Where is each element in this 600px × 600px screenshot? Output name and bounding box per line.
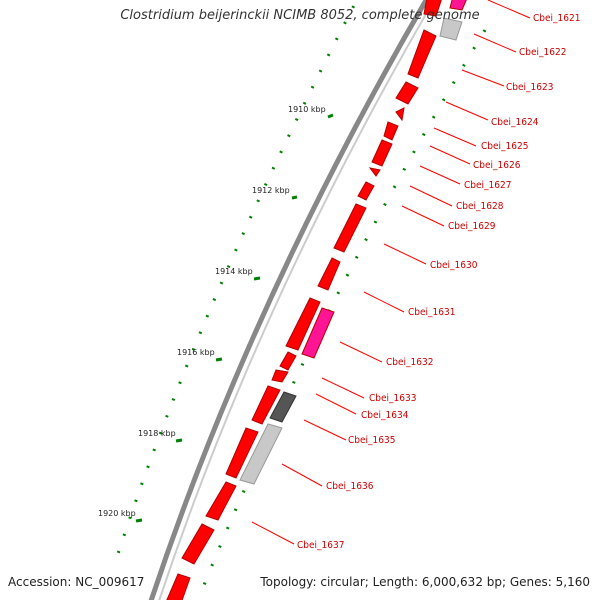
label-line (363, 291, 405, 313)
gene-feature[interactable] (371, 139, 393, 167)
map-title: Clostridium beijerinckii NCIMB 8052, com… (120, 8, 480, 23)
scale-label: 1910 kbp (288, 105, 326, 114)
gene-feature[interactable] (395, 107, 405, 122)
gene-label: Cbei_1626 (473, 160, 521, 171)
gene-label: Cbei_1633 (369, 393, 416, 404)
scale-ticks (135, 113, 334, 523)
gene-label: Cbei_1625 (481, 141, 528, 152)
scale-tick (215, 357, 223, 362)
gene-label-lines (251, 0, 531, 545)
gene-feature-rna[interactable] (449, 0, 468, 11)
label-line (401, 205, 445, 227)
gene-feature-pseudo[interactable] (439, 17, 463, 41)
label-line (321, 377, 365, 399)
gene-feature[interactable] (317, 257, 341, 291)
scale-label: 1912 kbp (252, 186, 290, 195)
gene-label: Cbei_1624 (491, 117, 539, 128)
genome-backbone (148, 0, 430, 600)
gene-feature[interactable] (423, 0, 442, 17)
gene-feature[interactable] (166, 573, 191, 600)
gene-label: Cbei_1621 (533, 13, 580, 24)
accession-text: Accession: NC_009617 (8, 575, 145, 589)
gene-label: Cbei_1631 (408, 307, 455, 318)
label-line (409, 185, 453, 207)
gene-label: Cbei_1635 (348, 435, 395, 446)
gene-label: Cbei_1627 (464, 180, 511, 191)
label-line (339, 341, 383, 363)
gene-feature[interactable] (271, 369, 289, 383)
label-line (433, 127, 477, 147)
scale-label: 1920 kbp (98, 509, 136, 518)
scale-tick (327, 113, 334, 119)
gene-label: Cbei_1628 (456, 201, 504, 212)
label-line (419, 165, 461, 185)
gene-label: Cbei_1629 (448, 221, 496, 232)
label-line (303, 419, 347, 441)
gene-label: Cbei_1622 (519, 47, 566, 58)
scale-tick (135, 518, 143, 523)
scale-tick (291, 195, 298, 200)
gene-feature-pseudo[interactable] (239, 423, 283, 485)
gene-label: Cbei_1637 (297, 540, 344, 551)
gene-feature[interactable] (251, 385, 281, 425)
gene-feature[interactable] (357, 181, 375, 201)
gene-feature[interactable] (279, 351, 297, 371)
gene-feature[interactable] (383, 121, 399, 141)
label-line (461, 69, 505, 87)
label-line (383, 243, 427, 265)
gene-feature[interactable] (333, 203, 367, 253)
gene-features (166, 0, 468, 600)
gene-label: Cbei_1623 (506, 82, 553, 93)
gene-feature[interactable] (181, 523, 215, 565)
gene-label: Cbei_1630 (430, 260, 478, 271)
label-line (251, 521, 295, 545)
gene-feature[interactable] (368, 167, 381, 177)
label-line (281, 463, 323, 487)
scale-tick (253, 276, 261, 281)
gene-label: Cbei_1634 (361, 410, 409, 421)
gene-feature-rna[interactable] (301, 307, 335, 359)
gene-feature[interactable] (225, 427, 259, 479)
label-line (487, 0, 531, 19)
gene-feature[interactable] (395, 81, 419, 105)
label-line (315, 393, 357, 415)
gene-label: Cbei_1632 (386, 357, 433, 368)
label-line (445, 101, 489, 121)
gene-feature[interactable] (407, 29, 437, 79)
scale-label: 1916 kbp (177, 348, 215, 357)
scale-label: 1918 kbp (138, 429, 176, 438)
topology-text: Topology: circular; Length: 6,000,632 bp… (260, 575, 590, 589)
scale-label: 1914 kbp (215, 267, 253, 276)
gene-feature[interactable] (205, 481, 237, 521)
label-line (429, 145, 471, 165)
gene-feature[interactable] (285, 297, 321, 351)
gene-feature-pseudo[interactable] (269, 391, 297, 423)
genome-backbone-inner (158, 0, 436, 600)
scale-tick (175, 438, 183, 443)
label-line (473, 33, 517, 53)
gene-label: Cbei_1636 (326, 481, 374, 492)
